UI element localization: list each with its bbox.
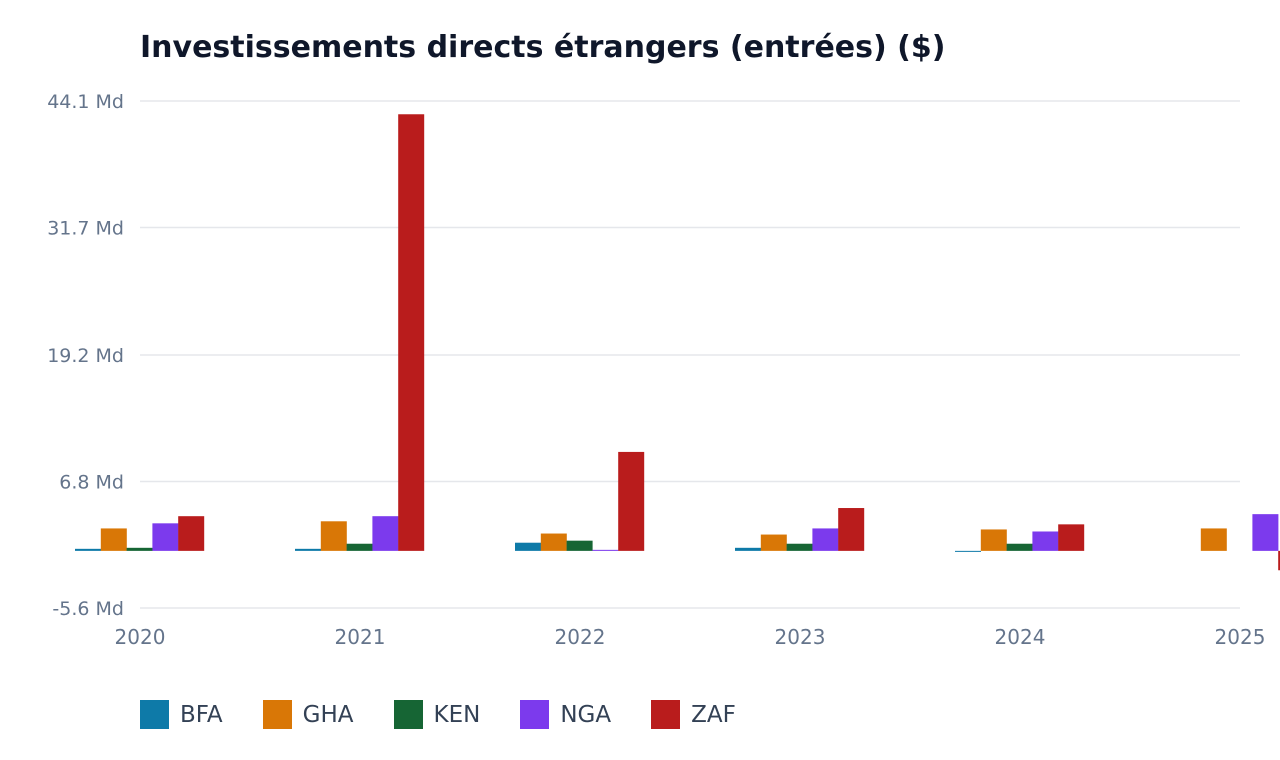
legend-label: ZAF (691, 701, 736, 728)
chart-plot-area: 44.1 Md 31.7 Md 19.2 Md 6.8 Md -5.6 Md 2020 20… (47, 91, 1280, 649)
bar-gha-2024[interactable] (980, 529, 1007, 551)
x-tick-label: 2022 (555, 625, 606, 649)
bar-nga-2022[interactable] (592, 549, 619, 551)
bar-bfa-2022[interactable] (515, 542, 541, 551)
x-tick-label: 2021 (335, 625, 386, 649)
legend-label: KEN (433, 701, 481, 728)
legend-swatch (262, 700, 292, 729)
bar-zaf-2024[interactable] (1058, 524, 1085, 551)
legend-swatch (140, 700, 169, 729)
legend-item-gha[interactable]: GHA (262, 700, 354, 729)
bar-gha-2025[interactable] (1200, 528, 1227, 551)
y-tick-label: 44.1 Md (47, 91, 124, 113)
chart-legend: BFA GHA KEN NGA ZAF (140, 700, 776, 729)
y-tick-label: 31.7 Md (47, 217, 124, 239)
legend-item-ken[interactable]: KEN (393, 700, 481, 729)
bar-gha-2021[interactable] (320, 521, 347, 551)
bar-ken-2023[interactable] (786, 543, 813, 551)
legend-label: GHA (302, 701, 354, 728)
x-tick-label: 2025 (1215, 625, 1266, 649)
bar-bfa-2024[interactable] (955, 550, 981, 552)
bar-ken-2024[interactable] (1006, 543, 1033, 551)
bar-zaf-2022[interactable] (618, 451, 645, 551)
bar-nga-2021[interactable] (372, 516, 399, 551)
chart-title: Investissements directs étrangers (entré… (140, 30, 946, 65)
legend-label: BFA (180, 701, 223, 728)
legend-swatch (651, 700, 681, 729)
legend-item-zaf[interactable]: ZAF (651, 700, 736, 729)
bar-bfa-2023[interactable] (735, 547, 761, 551)
bar-zaf-2023[interactable] (838, 508, 865, 551)
bar-gha-2023[interactable] (760, 534, 787, 551)
legend-swatch (520, 700, 550, 729)
bar-zaf-2021[interactable] (398, 114, 425, 551)
y-tick-label: 19.2 Md (47, 345, 124, 367)
bar-zaf-2025[interactable] (1278, 550, 1280, 571)
bar-nga-2025[interactable] (1252, 514, 1279, 551)
y-tick-label: -5.6 Md (52, 598, 124, 620)
bar-nga-2023[interactable] (812, 528, 839, 551)
x-tick-label: 2024 (995, 625, 1046, 649)
bar-ken-2021[interactable] (346, 543, 373, 551)
bar-nga-2020[interactable] (152, 523, 179, 551)
legend-swatch (393, 700, 423, 729)
bar-bfa-2021[interactable] (295, 548, 321, 551)
y-tick-label: 6.8 Md (59, 472, 124, 494)
bar-gha-2020[interactable] (100, 528, 127, 551)
x-tick-label: 2020 (115, 625, 166, 649)
bar-ken-2020[interactable] (126, 547, 153, 551)
bar-gha-2022[interactable] (540, 533, 567, 551)
bar-ken-2022[interactable] (566, 540, 593, 551)
bar-bfa-2020[interactable] (75, 548, 101, 551)
bar-zaf-2020[interactable] (178, 516, 205, 551)
x-tick-label: 2023 (775, 625, 826, 649)
legend-label: NGA (560, 701, 612, 728)
legend-item-bfa[interactable]: BFA (140, 700, 223, 729)
bar-nga-2024[interactable] (1032, 531, 1059, 551)
legend-item-nga[interactable]: NGA (520, 700, 611, 729)
